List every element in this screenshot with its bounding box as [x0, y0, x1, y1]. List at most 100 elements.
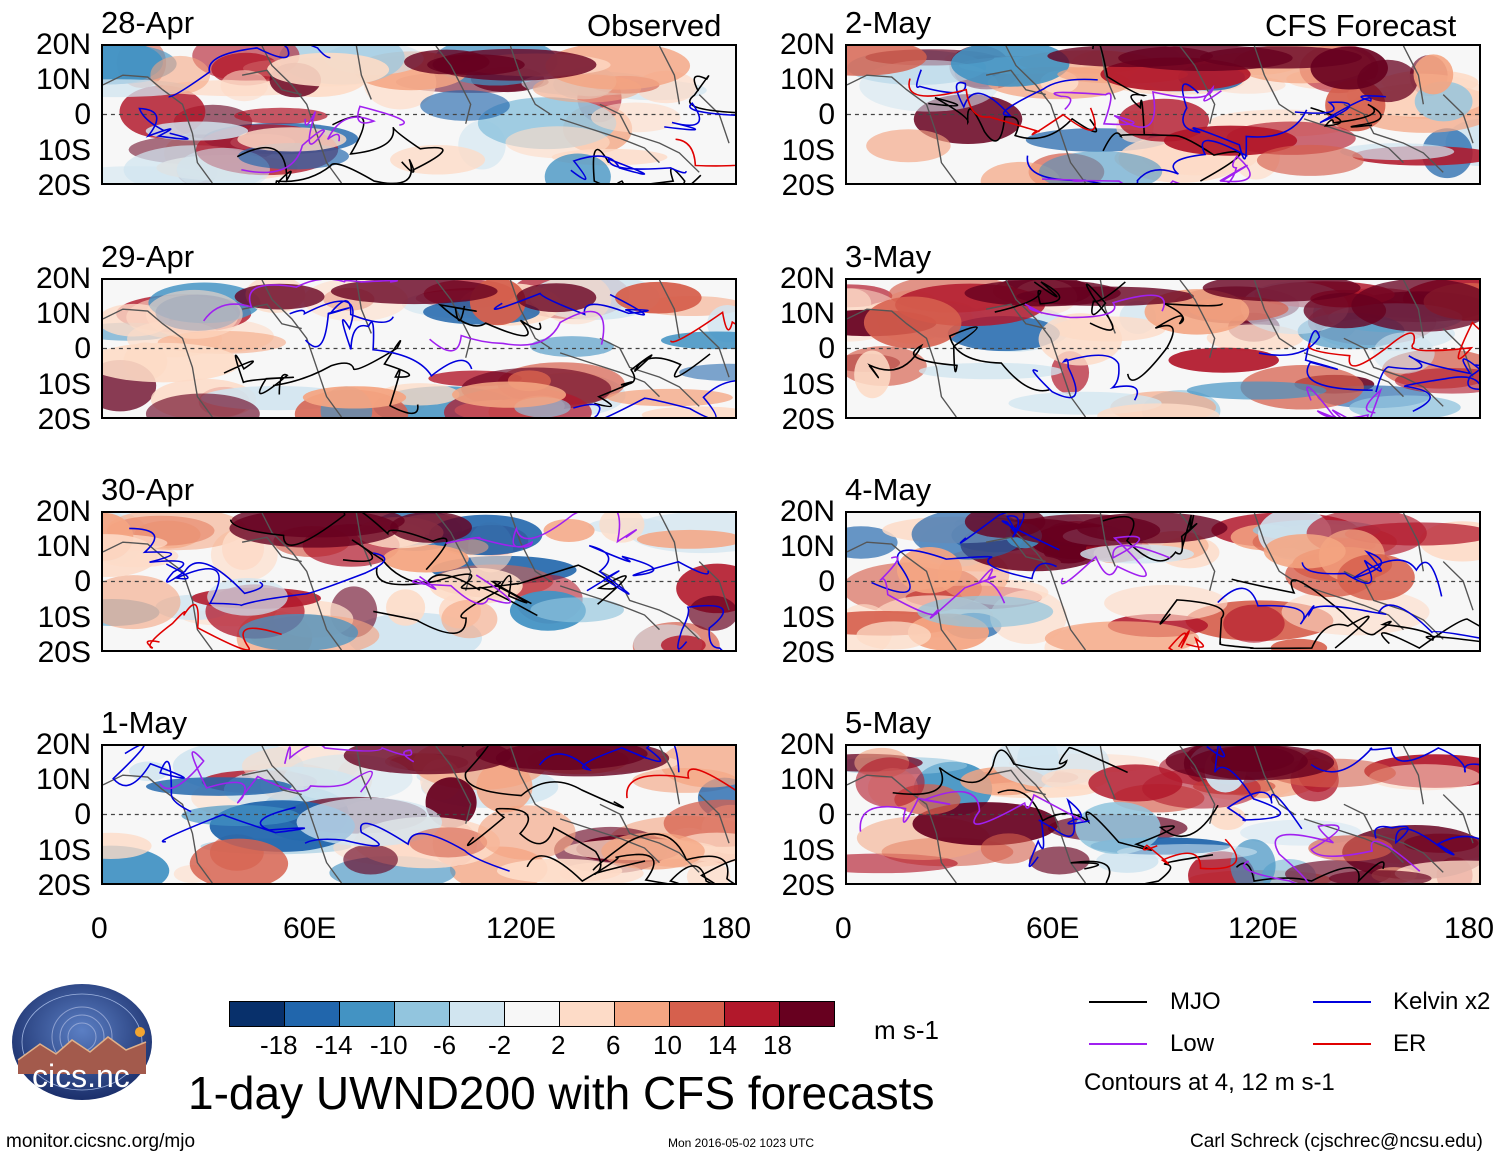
legend-label-mjo: MJO	[1170, 988, 1221, 1015]
forecast-title: CFS Forecast	[1265, 8, 1457, 43]
westerly-anomaly-blob	[591, 102, 681, 133]
lat-label: 0	[818, 798, 835, 831]
westerly-anomaly-blob	[866, 129, 951, 163]
kelvin-contour	[138, 107, 189, 140]
legend-line-mjo	[1089, 1001, 1147, 1003]
kelvin-contour	[573, 380, 735, 417]
lat-label: 10S	[781, 368, 835, 401]
westerly-anomaly-blob	[854, 350, 891, 399]
x-label-left-120e: 120E	[486, 912, 557, 945]
kelvin-contour	[129, 527, 264, 595]
kelvin-contour	[1258, 330, 1373, 391]
coastline	[985, 303, 1046, 330]
coastline	[1442, 794, 1474, 844]
kelvin-contour	[871, 549, 1057, 593]
low-contour	[203, 280, 398, 322]
map-panel-1-may	[101, 744, 737, 885]
map-panel-3-may	[845, 278, 1481, 419]
mjo-contour	[1235, 861, 1385, 883]
cics-logo: cics.nc	[10, 982, 154, 1102]
er-contour	[146, 603, 282, 650]
westerly-anomaly-blob	[383, 544, 469, 573]
kelvin-contour	[1301, 550, 1443, 597]
legend-line-kelvin	[1313, 1001, 1371, 1003]
coastline	[559, 352, 660, 398]
mjo-contour	[332, 115, 444, 172]
colorbar-swatch	[449, 1001, 505, 1027]
westerly-anomaly-blob	[1263, 533, 1346, 569]
easterly-anomaly-blob	[181, 805, 300, 827]
mjo-contour	[592, 833, 735, 883]
lat-label: 20S	[781, 169, 835, 202]
x-label-left-180: 180	[701, 912, 752, 945]
mjo-contour	[1070, 854, 1214, 883]
kelvin-contour	[1032, 354, 1139, 401]
legend-line-er	[1313, 1043, 1371, 1045]
coastline	[1099, 746, 1116, 800]
wind-anomaly-map	[847, 746, 1479, 883]
colorbar-tick-label: 10	[653, 1030, 682, 1060]
coastline	[847, 774, 957, 883]
jet-core-blob	[1016, 286, 1194, 306]
lat-label: 20N	[779, 495, 835, 528]
coastline	[1099, 46, 1116, 100]
westerly-anomaly-blob	[688, 595, 735, 631]
kelvin-contour	[168, 46, 331, 98]
lat-label: 20N	[779, 28, 835, 61]
low-contour	[1060, 535, 1171, 585]
westerly-anomaly-blob	[220, 70, 268, 102]
coastline	[355, 46, 372, 100]
low-contour	[411, 574, 511, 605]
wind-anomaly-map	[847, 513, 1479, 650]
colorbar-swatch	[669, 1001, 725, 1027]
colorbar-tick-label: 6	[606, 1030, 621, 1060]
wind-anomaly-map	[103, 746, 735, 883]
jet-core-blob	[1076, 513, 1228, 544]
mjo-contour	[466, 807, 646, 876]
kelvin-contour	[1206, 746, 1303, 830]
lat-label: 20S	[781, 403, 835, 436]
figure-title: 1-day UWND200 with CFS forecasts	[188, 1067, 935, 1119]
coastline	[241, 69, 302, 96]
coastline	[1343, 803, 1444, 873]
westerly-anomaly-blob	[1256, 144, 1364, 176]
coastline	[599, 337, 700, 407]
easterly-anomaly-blob	[1186, 381, 1327, 400]
low-contour	[1243, 824, 1421, 883]
mjo-contour	[375, 564, 627, 605]
colorbar-tick-label: 2	[551, 1030, 566, 1060]
jet-core-blob	[475, 746, 648, 770]
jet-core-blob	[516, 283, 597, 313]
mjo-contour	[592, 148, 702, 183]
coastline	[509, 280, 551, 349]
mjo-contour	[994, 281, 1061, 313]
mjo-contour	[594, 353, 711, 408]
lat-label: 10N	[35, 530, 91, 563]
westerly-anomaly-blob	[103, 342, 241, 383]
lat-label: 20S	[37, 636, 91, 669]
coastline	[658, 46, 681, 105]
kelvin-contour	[304, 822, 510, 872]
lat-label: 20N	[779, 728, 835, 761]
mjo-contour	[1126, 302, 1223, 381]
easterly-anomaly-blob	[296, 797, 443, 847]
easterly-anomaly-blob	[530, 597, 625, 623]
colorbar-swatch	[559, 1001, 615, 1027]
coastline	[103, 308, 213, 417]
low-contour	[1306, 386, 1383, 417]
lat-label: 20S	[781, 869, 835, 902]
mjo-contour	[236, 147, 415, 183]
westerly-anomaly-blob	[1028, 846, 1090, 875]
mjo-contour	[223, 354, 295, 395]
coastline	[559, 818, 660, 864]
colorbar-tick-label: -14	[315, 1030, 353, 1060]
footer-url[interactable]: monitor.cicsnc.org/mjo	[6, 1131, 196, 1152]
coastline	[509, 46, 551, 115]
coastline	[1343, 103, 1444, 173]
lat-label: 20S	[37, 169, 91, 202]
kelvin-contour	[1294, 95, 1386, 124]
colorbar-tick-label: -10	[370, 1030, 408, 1060]
westerly-anomaly-blob	[543, 519, 595, 542]
lat-label: 10N	[779, 63, 835, 96]
lat-label: 10N	[779, 297, 835, 330]
